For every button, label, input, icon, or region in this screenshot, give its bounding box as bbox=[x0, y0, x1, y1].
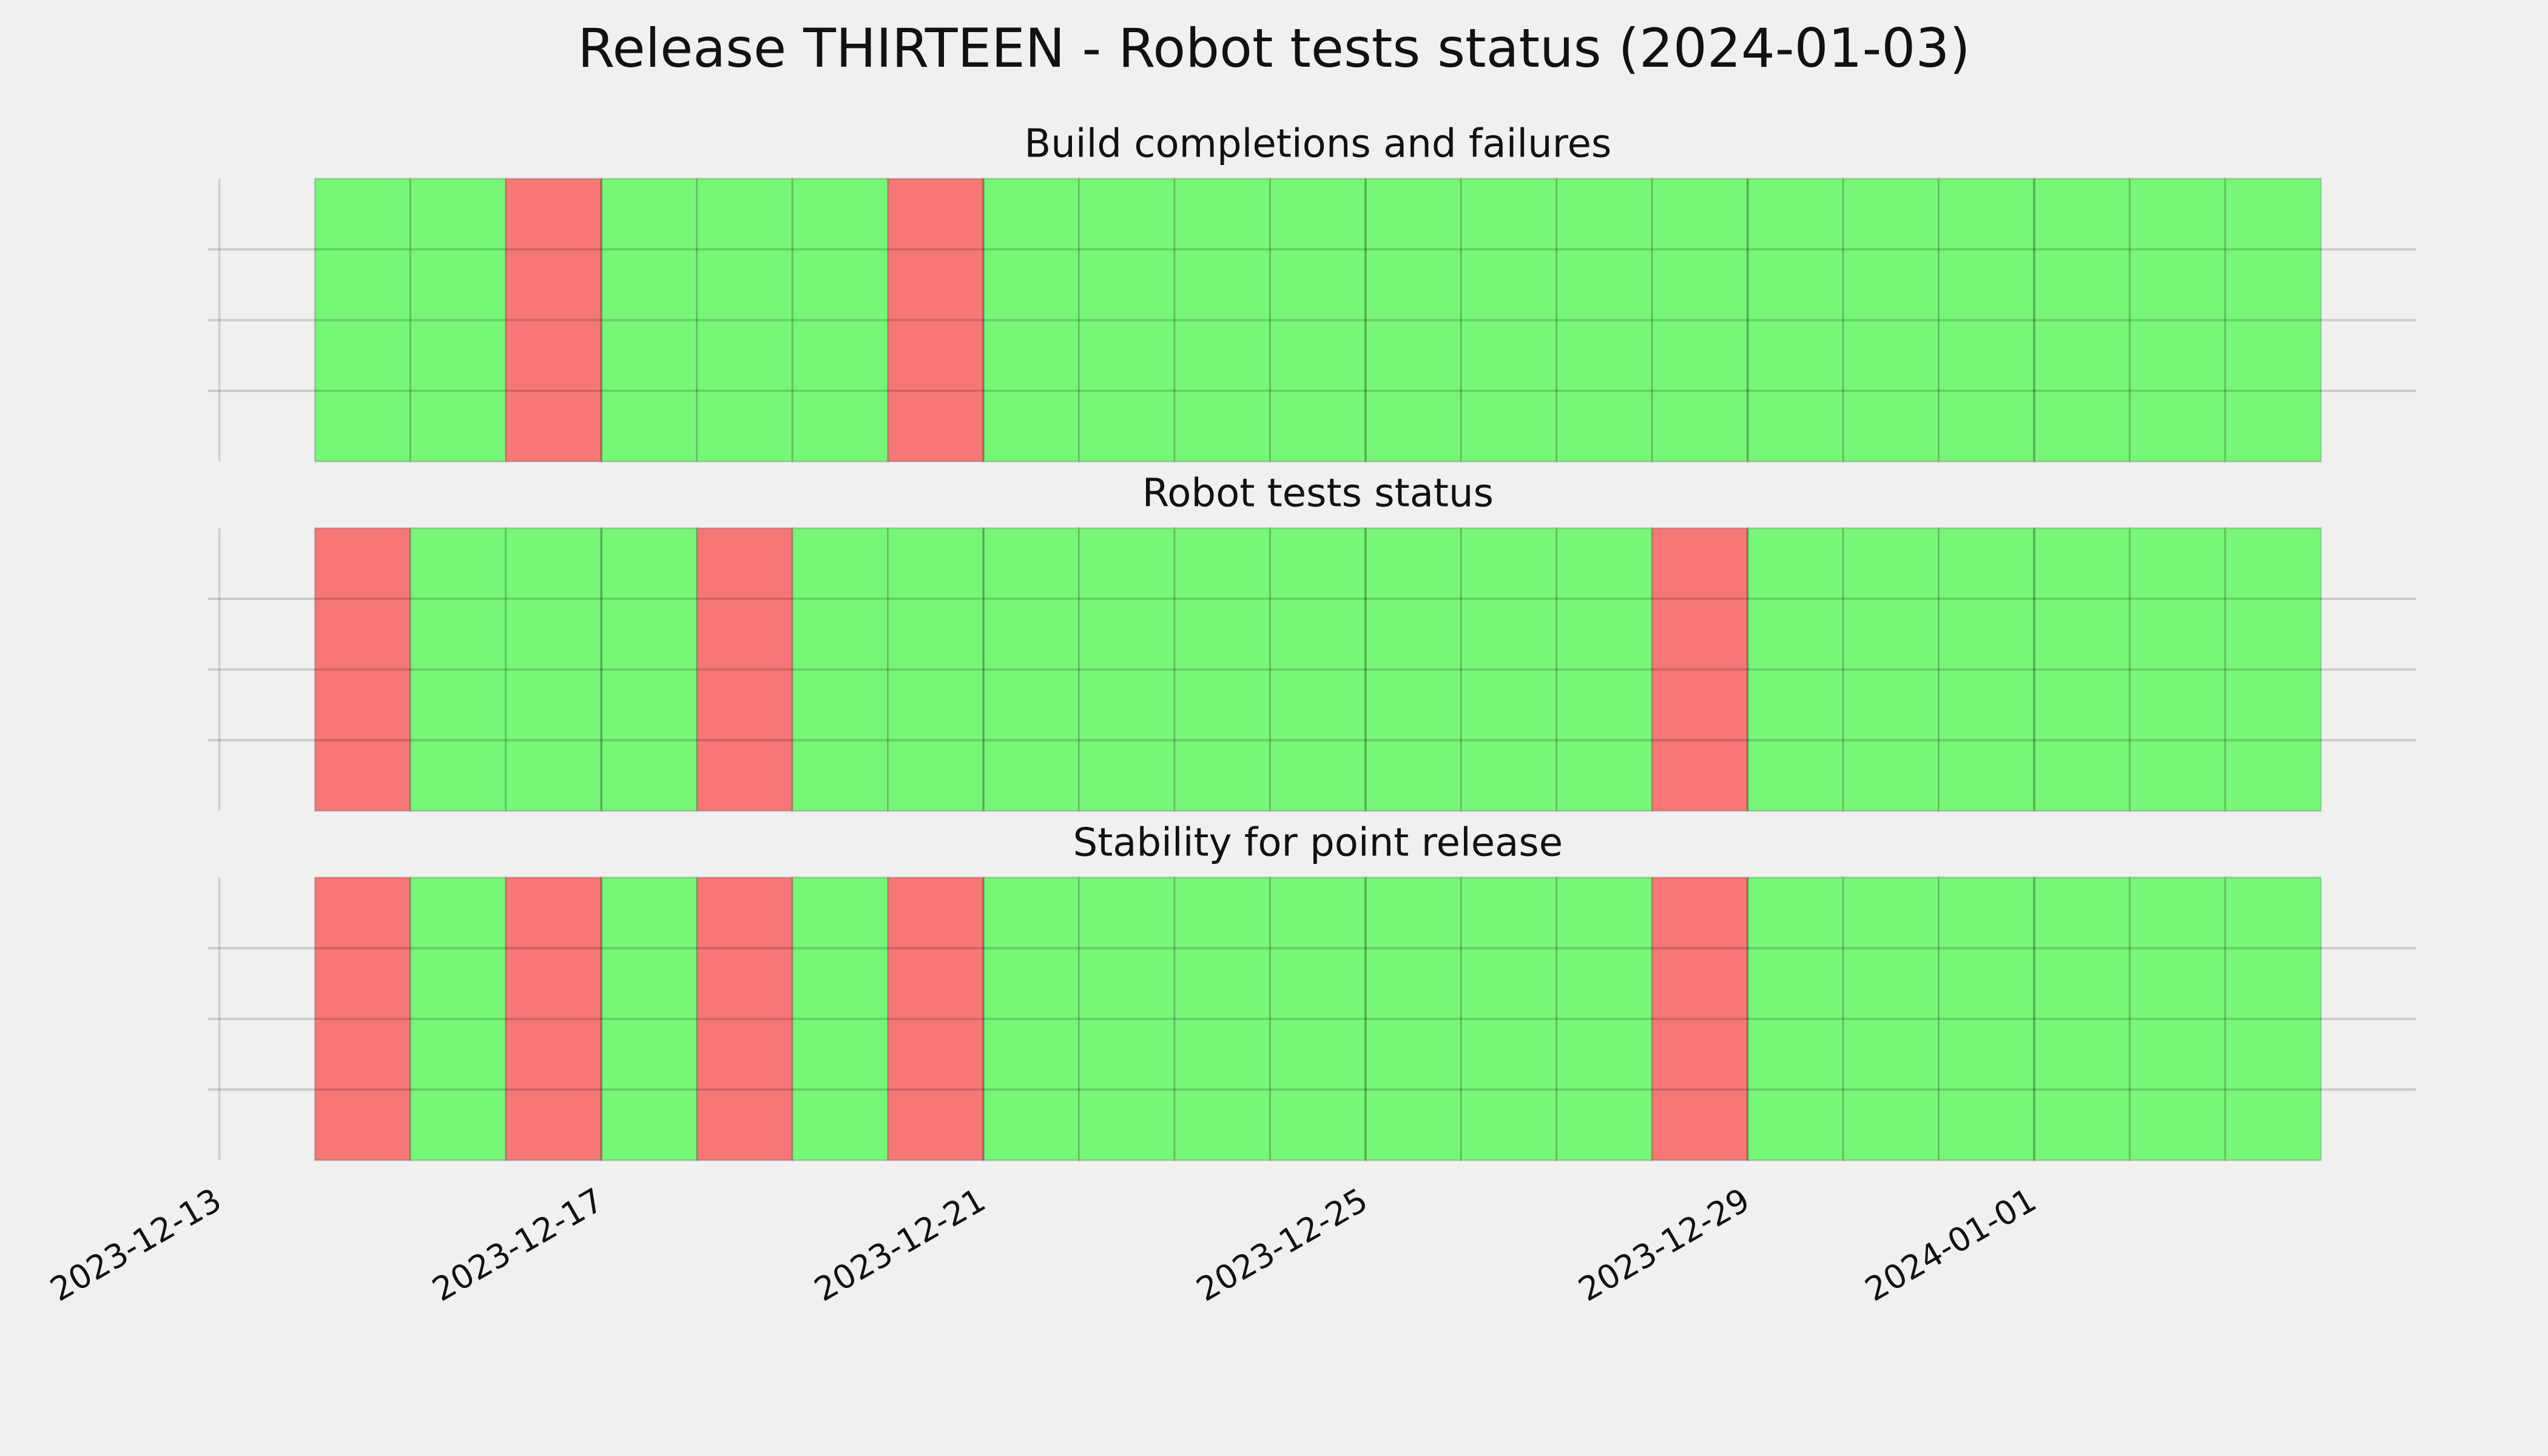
status-bar bbox=[1269, 178, 1367, 463]
status-bar bbox=[410, 876, 507, 1162]
panel-title: Robot tests status bbox=[1142, 471, 1494, 516]
status-bar bbox=[505, 527, 602, 812]
status-bar bbox=[2129, 178, 2226, 463]
status-bar bbox=[410, 527, 507, 812]
status-bar bbox=[1364, 876, 1463, 1162]
status-bar bbox=[1173, 527, 1272, 812]
status-bar bbox=[1460, 876, 1558, 1162]
status-bar bbox=[1078, 527, 1176, 812]
status-bar bbox=[2033, 876, 2131, 1162]
status-bar bbox=[791, 527, 889, 812]
status-bar bbox=[1460, 527, 1558, 812]
status-bar bbox=[887, 527, 985, 812]
status-bar bbox=[887, 178, 985, 463]
status-bar bbox=[2129, 527, 2226, 812]
status-bar bbox=[1651, 527, 1749, 812]
status-bar bbox=[314, 527, 412, 812]
status-bar bbox=[696, 527, 794, 812]
status-bar bbox=[1460, 178, 1558, 463]
status-bar bbox=[696, 178, 794, 463]
status-bar bbox=[1747, 527, 1844, 812]
panel-title: Build completions and failures bbox=[1024, 122, 1611, 167]
status-bar bbox=[1842, 178, 1940, 463]
status-bar bbox=[791, 876, 889, 1162]
status-bar bbox=[982, 527, 1080, 812]
status-bar bbox=[505, 876, 602, 1162]
status-bar bbox=[1173, 178, 1272, 463]
status-bar bbox=[887, 876, 985, 1162]
status-bar bbox=[600, 178, 698, 463]
status-bar bbox=[410, 178, 507, 463]
status-bar bbox=[2033, 178, 2131, 463]
status-bar bbox=[2224, 876, 2322, 1162]
status-bar bbox=[1938, 527, 2035, 812]
status-bar bbox=[1078, 876, 1176, 1162]
status-bar bbox=[1269, 527, 1367, 812]
status-bar bbox=[1364, 527, 1463, 812]
status-bar bbox=[1078, 178, 1176, 463]
status-bar bbox=[1651, 178, 1749, 463]
status-bar bbox=[1555, 178, 1653, 463]
status-bar bbox=[1938, 178, 2035, 463]
status-bar bbox=[1938, 876, 2035, 1162]
status-bar bbox=[1555, 527, 1653, 812]
status-bar bbox=[982, 876, 1080, 1162]
status-bar bbox=[1747, 876, 1844, 1162]
status-bar bbox=[1842, 876, 1940, 1162]
status-bar bbox=[1555, 876, 1653, 1162]
status-bar bbox=[600, 876, 698, 1162]
chart-title: Release THIRTEEN - Robot tests status (2… bbox=[578, 17, 1970, 79]
status-bar bbox=[2224, 527, 2322, 812]
status-bar bbox=[982, 178, 1080, 463]
status-bar bbox=[791, 178, 889, 463]
status-bar bbox=[696, 876, 794, 1162]
status-bar bbox=[314, 178, 412, 463]
status-bar bbox=[505, 178, 602, 463]
status-bar bbox=[1747, 178, 1844, 463]
status-bar bbox=[2033, 527, 2131, 812]
status-bar bbox=[1173, 876, 1272, 1162]
status-bar bbox=[1842, 527, 1940, 812]
panel-title: Stability for point release bbox=[1073, 820, 1563, 865]
status-bar bbox=[2224, 178, 2322, 463]
status-bar bbox=[1364, 178, 1463, 463]
status-bar bbox=[314, 876, 412, 1162]
